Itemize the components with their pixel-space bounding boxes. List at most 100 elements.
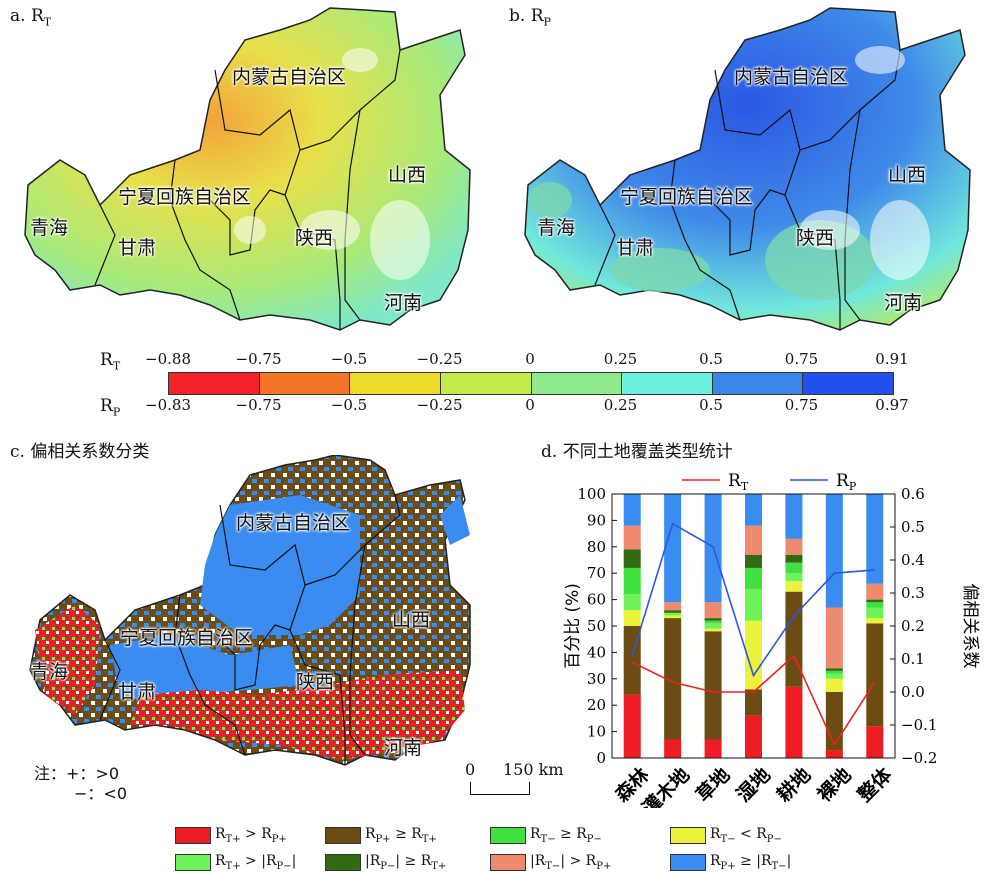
bar-segment (785, 538, 803, 555)
colorbar-segment (621, 373, 712, 394)
rt_ticks-tick: −0.5 (330, 350, 368, 368)
legend-swatch (175, 826, 211, 844)
legend-item: |RT−| > RP+ (490, 853, 670, 872)
legend-item: RP+ ≥ RT+ (325, 826, 490, 845)
legend-label: RT+ > RP+ (215, 826, 287, 845)
label-neimenggu-a: 内蒙古自治区 (232, 66, 347, 88)
rt_ticks-tick: −0.88 (145, 350, 191, 368)
bar-segment (745, 620, 762, 690)
legend-label: RT− < RP− (710, 826, 782, 845)
rp_ticks-tick: 0.75 (784, 396, 819, 414)
bar-segment (785, 591, 803, 687)
bar-segment (866, 618, 884, 624)
bar-segment (825, 668, 843, 671)
y-tick-label: 40 (587, 643, 606, 661)
bar-segment (745, 589, 762, 621)
x-tick-label: 整体 (853, 762, 897, 806)
x-tick-label: 草地 (691, 763, 734, 806)
bar-segment (825, 607, 843, 669)
legend-swatch (490, 853, 526, 871)
y2-tick-label: 0.0 (901, 683, 925, 701)
rt_ticks-tick: 0.75 (784, 350, 819, 368)
bar-segment (745, 567, 762, 590)
legend-item: RT+ > RP+ (175, 826, 325, 845)
rp_ticks-tick: −0.5 (330, 396, 368, 414)
y-tick-label: 50 (587, 617, 606, 635)
legend-item: RT− < RP− (670, 826, 860, 845)
rp_ticks-tick: −0.75 (235, 396, 282, 414)
bar-segment (825, 494, 843, 608)
y2-tick-label: 0.1 (901, 650, 925, 668)
legend-line-label: RT (728, 471, 749, 493)
y2-axis-title: 偏相关系数 (960, 584, 980, 669)
bar-segment (866, 599, 884, 603)
bar-segment (785, 562, 803, 574)
legend-swatch (490, 826, 526, 844)
bar-segment (664, 602, 682, 611)
bar-segment (745, 715, 762, 758)
bar-segment (704, 631, 722, 740)
label-neimenggu-c: 内蒙古自治区 (236, 512, 351, 534)
panel-b-title: b. RP (509, 6, 551, 29)
bar-segment (623, 549, 641, 568)
label-shaanxi-b: 陕西 (796, 227, 835, 249)
stacked-bar-chart: 森林灌木地草地湿地耕地裸地整体0102030405060708090100−0.… (563, 471, 980, 808)
x-tick-label: 湿地 (732, 763, 775, 806)
colorbar-segment (711, 373, 803, 394)
label-gansu-c: 甘肃 (118, 681, 157, 703)
label-qinghai-b: 青海 (537, 217, 576, 239)
bar-segment (785, 573, 803, 582)
bar-segment (866, 494, 884, 584)
colorbar-rp-ticks: −0.83 −0.75 −0.5 −0.25 0 0.25 0.5 0.75 0.97 (0, 396, 1000, 416)
legend-label: RT− ≥ RP− (530, 826, 602, 845)
rp_ticks-tick: 0.5 (699, 396, 723, 414)
rp_ticks-tick: −0.83 (145, 396, 191, 414)
panel-d-title: d. 不同土地覆盖类型统计 (541, 442, 733, 462)
colorbar-rt-label: RT (100, 350, 121, 373)
bar-segment (704, 623, 722, 629)
rp_ticks-tick: 0.97 (875, 396, 909, 414)
legend-item: RT− ≥ RP− (490, 826, 670, 845)
colorbar-rt-ticks: −0.88 −0.75 −0.5 −0.25 0 0.25 0.5 0.75 0.91 (0, 350, 1000, 370)
bar-segment (704, 602, 722, 619)
y-axis-title: 百分比 (%) (563, 583, 583, 669)
colorbar-segment (349, 373, 440, 394)
label-ningxia-c: 宁夏回族自治区 (120, 627, 254, 649)
legend-item: RT+ > |RP−| (175, 853, 325, 872)
bar-segment (623, 610, 641, 626)
y-tick-label: 10 (587, 723, 606, 741)
series-line (631, 654, 876, 747)
legend-swatch (670, 826, 706, 844)
bar-segment (623, 694, 641, 758)
label-shanxi-a: 山西 (388, 164, 427, 186)
bar-segment (664, 610, 682, 613)
label-qinghai-a: 青海 (30, 217, 69, 239)
colorbar-segment (439, 373, 531, 394)
rt_ticks-tick: −0.75 (235, 350, 282, 368)
bar-segment (825, 678, 843, 692)
label-shaanxi-a: 陕西 (295, 227, 334, 249)
label-shanxi-c: 山西 (392, 609, 431, 631)
colorbar-segment (258, 373, 350, 394)
y-tick-label: 0 (596, 749, 606, 767)
label-gansu-a: 甘肃 (118, 237, 157, 259)
bar-segment (623, 594, 641, 611)
legend-label: |RT−| > RP+ (530, 852, 612, 872)
y-tick-label: 90 (587, 511, 606, 529)
legend-item: |RP−| ≥ RT+ (325, 853, 490, 872)
y2-tick-label: 0.6 (901, 485, 925, 503)
legend-swatch (670, 853, 706, 871)
bar-segment (623, 525, 641, 550)
label-neimenggu-b: 内蒙古自治区 (734, 66, 849, 88)
bar-segment (704, 618, 722, 621)
label-shanxi-b: 山西 (888, 164, 927, 186)
map-rt (24, 7, 471, 331)
y-tick-label: 70 (587, 564, 606, 582)
legend-line-label: RP (836, 471, 857, 493)
loess-plateau-outline (24, 7, 471, 331)
bar-segment (785, 686, 803, 758)
map-classification (29, 455, 471, 766)
bar-segment (866, 726, 884, 758)
label-ningxia-a: 宁夏回族自治区 (118, 186, 252, 208)
bar-segment (704, 620, 722, 624)
